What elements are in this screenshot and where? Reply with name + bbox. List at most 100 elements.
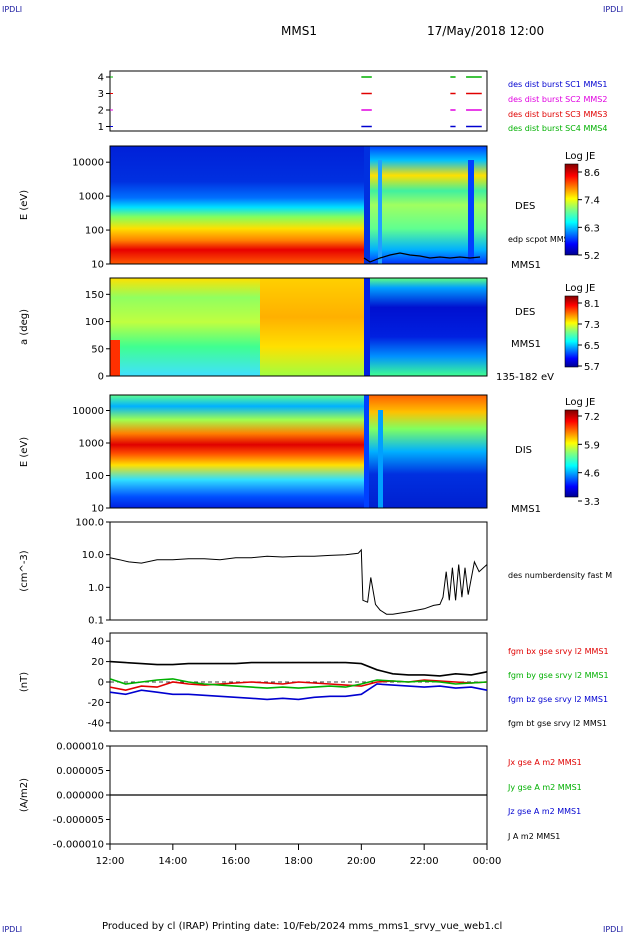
y-tick-label: 100.0 [75, 518, 104, 529]
current-legend-jx: Jx gse A m2 MMS1 [507, 758, 582, 767]
y-tick-label: 1 [98, 122, 104, 133]
des-pitch-ylabel: a (deg) [19, 309, 30, 345]
fgm-series [109, 660, 488, 701]
colorbar-tick-label: 7.2 [584, 412, 600, 423]
time-tick-label: 16:00 [221, 856, 250, 867]
current-ylabel: (A/m2) [19, 778, 30, 812]
des-energy-spectrogram-after [364, 146, 487, 264]
header-spacecraft: MMS1 [281, 24, 317, 38]
des-pitch-yticks: 150 100 50 0 [85, 290, 110, 383]
time-tick-label: 12:00 [96, 856, 125, 867]
y-tick-label: 100 [85, 226, 104, 237]
current-legend-jy: Jy gse A m2 MMS1 [507, 783, 582, 792]
des-energy-frame [109, 145, 488, 265]
colorbar-tick-label: 3.3 [584, 497, 600, 508]
panel-current: (A/m2) 0.000010 0.000005 0.000000 -0.000005… [19, 742, 582, 851]
burst-legend-sc4: des dist burst SC4 MMS4 [508, 124, 607, 133]
des-pitch-instrument: DES [515, 307, 535, 318]
y-tick-label: -0.000005 [53, 815, 104, 826]
dis-energy-colorbar-title: Log JE [565, 397, 595, 408]
des-pitch-colorbar [564, 295, 579, 368]
density-yticks: 100.0 10.0 1.0 0.1 [75, 518, 110, 627]
time-tick-label: 18:00 [284, 856, 313, 867]
y-tick-label: 10 [91, 504, 104, 515]
des-energy-colorbar-title: Log JE [565, 151, 595, 162]
des-pitch-spectrogram [110, 278, 260, 376]
y-tick-label: 3 [98, 89, 104, 100]
fgm-line [109, 679, 488, 692]
time-tick-label: 20:00 [347, 856, 376, 867]
fgm-ylabel: (nT) [19, 672, 30, 692]
dis-energy-spectrogram-after [364, 395, 487, 508]
y-tick-label: 0 [98, 678, 104, 689]
colorbar-tick-label: 7.3 [584, 320, 600, 331]
time-axis: 12:00 14:00 16:00 18:00 20:00 22:00 00:00 [96, 844, 501, 867]
corner-label-top-right: IPDLI [603, 5, 623, 14]
y-tick-label: -0.000010 [53, 840, 104, 851]
dis-energy-frame [109, 394, 488, 509]
panel-burst-frame [109, 70, 488, 132]
y-tick-label: 1000 [79, 439, 104, 450]
corner-label-top-left: IPDLI [2, 5, 22, 14]
y-tick-label: 1000 [79, 192, 104, 203]
panel-des-pitch: a (deg) 150 100 50 0 DES MMS1 135-182 eV Lo… [19, 277, 600, 383]
des-pitch-colorbar-ticks: 8.1 7.3 6.5 5.7 [578, 299, 600, 373]
edp-scpot-line [363, 252, 481, 263]
colorbar-tick-label: 5.7 [584, 362, 600, 373]
des-pitch-frame [109, 277, 488, 377]
fgm-legend-bz: fgm bz gse srvy l2 MMS1 [508, 695, 608, 704]
burst-legend-sc3: des dist burst SC3 MMS3 [508, 110, 607, 119]
y-tick-label: 100 [85, 471, 104, 482]
corner-label-bottom-left: IPDLI [2, 925, 22, 934]
colorbar-tick-label: 6.5 [584, 341, 600, 352]
current-yticks: 0.000010 0.000005 0.000000 -0.000005 -0.0000… [53, 742, 110, 851]
dis-energy-yticks: 10000 1000 100 10 [72, 406, 110, 515]
fgm-legend-bt: fgm bt gse srvy l2 MMS1 [508, 719, 607, 728]
des-energy-yticks: 10000 1000 100 10 [72, 158, 110, 271]
y-tick-label: 1.0 [88, 583, 104, 594]
panel-fgm: (nT) 40 20 0 -20 -40 fgm bx gse srvy l2 MMS1… [19, 632, 609, 732]
panel-burst: 4 3 2 1 des dist burst SC1 MMS1 des dist bu… [98, 70, 607, 133]
y-tick-label: -40 [88, 718, 104, 729]
fgm-legend-bx: fgm bx gse srvy l2 MMS1 [508, 647, 609, 656]
burst-legend-sc2: des dist burst SC2 MMS2 [508, 95, 607, 104]
colorbar-tick-label: 7.4 [584, 196, 600, 207]
des-pitch-side-label: MMS1 [511, 339, 541, 350]
time-tick-label: 22:00 [410, 856, 439, 867]
fgm-line [109, 678, 488, 689]
des-energy-gap-stripe-3 [468, 160, 474, 264]
density-frame [109, 521, 488, 621]
density-series [109, 548, 488, 615]
colorbar-tick-label: 8.6 [584, 168, 600, 179]
corner-label-bottom-right: IPDLI [603, 925, 623, 934]
density-legend: des numberdensity fast M [508, 571, 612, 580]
fgm-line [109, 683, 488, 701]
des-energy-overlay-label: edp scpot MMS1 [508, 235, 574, 244]
y-tick-label: 20 [91, 657, 104, 668]
y-tick-label: 10000 [72, 406, 104, 417]
dis-energy-colorbar [564, 409, 579, 498]
y-tick-label: 10 [91, 260, 104, 271]
colorbar-tick-label: 8.1 [584, 299, 600, 310]
burst-legend-sc1: des dist burst SC1 MMS1 [508, 80, 607, 89]
des-energy-ylabel: E (eV) [19, 190, 30, 220]
header-date: 17/May/2018 12:00 [427, 24, 544, 38]
des-energy-bottom-label: MMS1 [511, 260, 541, 271]
dis-energy-gap [364, 395, 369, 508]
des-energy-instrument: DES [515, 201, 535, 212]
density-ylabel: (cm^-3) [19, 550, 30, 591]
des-energy-gap-stripe-2 [378, 160, 382, 264]
colorbar-tick-label: 5.9 [584, 440, 600, 451]
dis-energy-gap-2 [378, 410, 383, 508]
colorbar-tick-label: 6.3 [584, 223, 600, 234]
panel-des-energy: E (eV) 10000 1000 100 10 DES edp scpot MMS1… [19, 145, 600, 271]
y-tick-label: -20 [88, 698, 104, 709]
dis-energy-spectrogram [110, 395, 364, 508]
des-pitch-energy-band: 135-182 eV [496, 372, 554, 383]
y-tick-label: 4 [98, 73, 104, 84]
density-line [109, 548, 488, 615]
des-energy-colorbar-ticks: 8.6 7.4 6.3 5.2 [578, 168, 600, 262]
colorbar-tick-label: 4.6 [584, 469, 600, 480]
y-tick-label: 40 [91, 637, 104, 648]
y-tick-label: 50 [91, 344, 104, 355]
